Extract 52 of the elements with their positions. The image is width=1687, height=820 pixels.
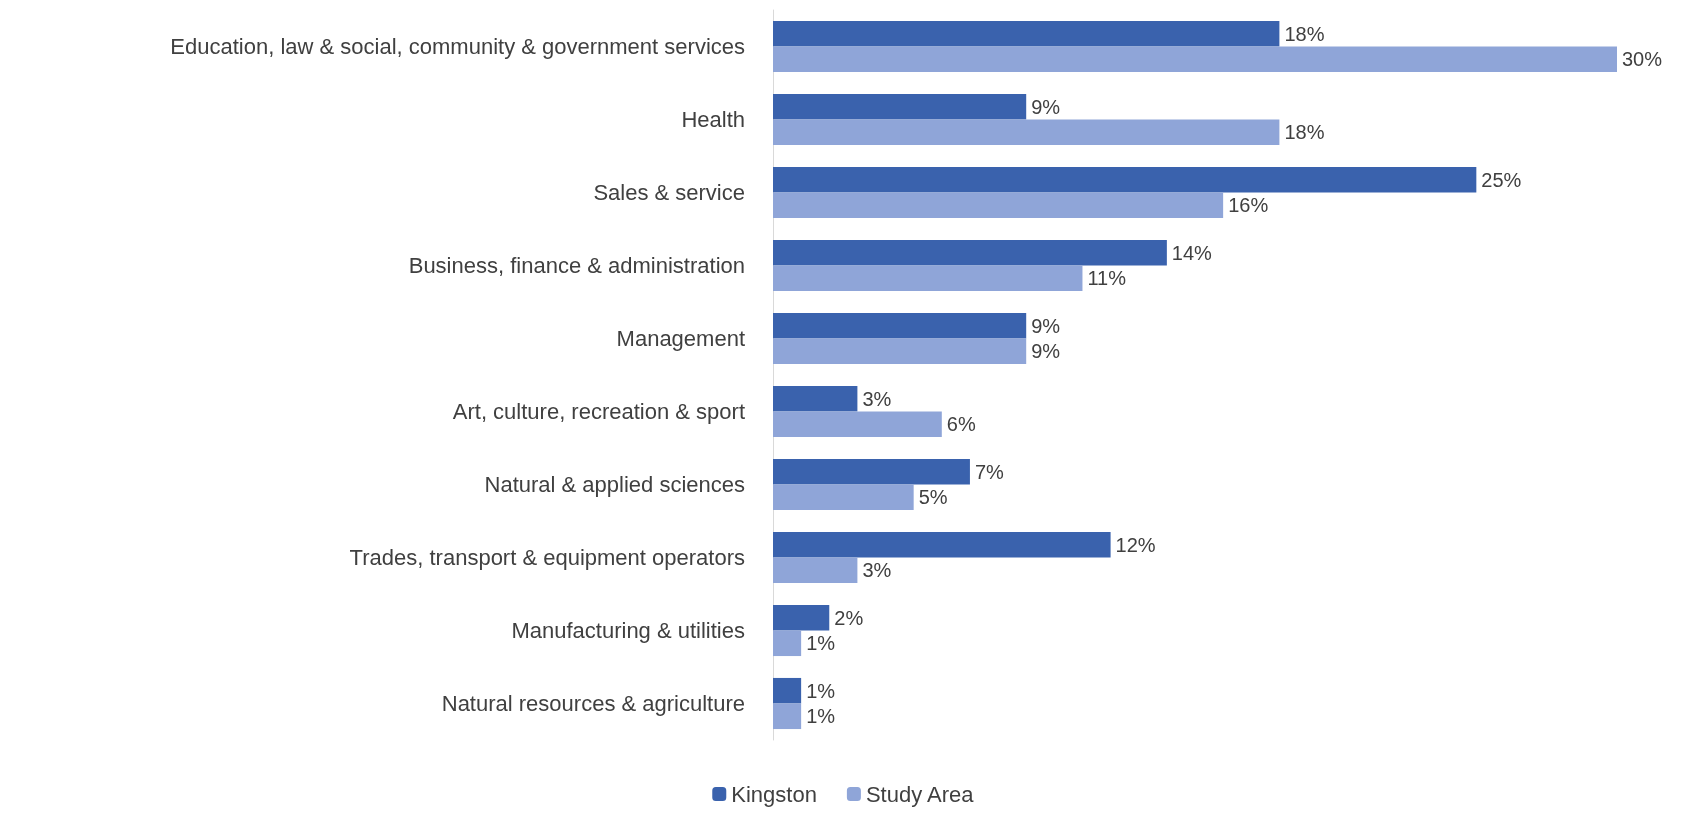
y-tick-label: Natural & applied sciences [484, 472, 745, 497]
y-tick-label: Sales & service [593, 180, 745, 205]
bar [773, 458, 970, 485]
data-label: 18% [1284, 121, 1325, 144]
data-label: 14% [1171, 241, 1213, 264]
data-label: 9% [1031, 314, 1061, 337]
bar [773, 46, 1617, 73]
data-label: 1% [806, 705, 836, 728]
data-label: 3% [862, 387, 892, 410]
y-tick-label: Education, law & social, community & government services [170, 34, 745, 59]
data-label: 9% [1031, 340, 1061, 363]
data-label: 9% [1031, 95, 1061, 118]
bar [773, 411, 942, 438]
data-label: 25% [1481, 168, 1522, 191]
bar [773, 119, 1280, 146]
data-label: 1% [806, 632, 836, 655]
y-tick-label: Management [616, 326, 745, 351]
y-tick-label: Natural resources & agriculture [441, 691, 745, 716]
bar [773, 703, 802, 730]
y-tick-label: Health [681, 107, 745, 132]
data-label: 12% [1115, 533, 1156, 556]
bar [773, 265, 1083, 292]
y-tick-label: Trades, transport & equipment operators [349, 545, 745, 570]
legend-label: Study Area [865, 781, 975, 807]
data-label: 16% [1228, 194, 1269, 217]
y-tick-label: Manufacturing & utilities [511, 618, 745, 643]
data-label: 7% [974, 460, 1005, 483]
bar [773, 166, 1477, 193]
bar [773, 239, 1167, 266]
bar [773, 630, 802, 657]
bar [773, 192, 1224, 219]
data-label: 3% [862, 559, 892, 582]
bar [773, 531, 1111, 558]
bar [773, 557, 858, 584]
data-label: 30% [1622, 48, 1663, 71]
bar [773, 484, 914, 511]
data-label: 11% [1087, 267, 1127, 290]
data-label: 1% [806, 679, 836, 702]
bar [773, 338, 1027, 365]
legend-label: Kingston [731, 781, 817, 807]
data-label: 6% [946, 413, 976, 436]
bar [773, 677, 802, 704]
y-tick-label: Business, finance & administration [408, 253, 745, 278]
data-label: 2% [834, 606, 864, 629]
data-label: 5% [918, 486, 948, 509]
data-label: 18% [1284, 22, 1325, 45]
bar [773, 93, 1027, 120]
bar [773, 20, 1280, 47]
y-tick-label: Art, culture, recreation & sport [452, 399, 745, 424]
bar [773, 604, 830, 631]
bar [773, 385, 858, 412]
bar [773, 312, 1027, 339]
